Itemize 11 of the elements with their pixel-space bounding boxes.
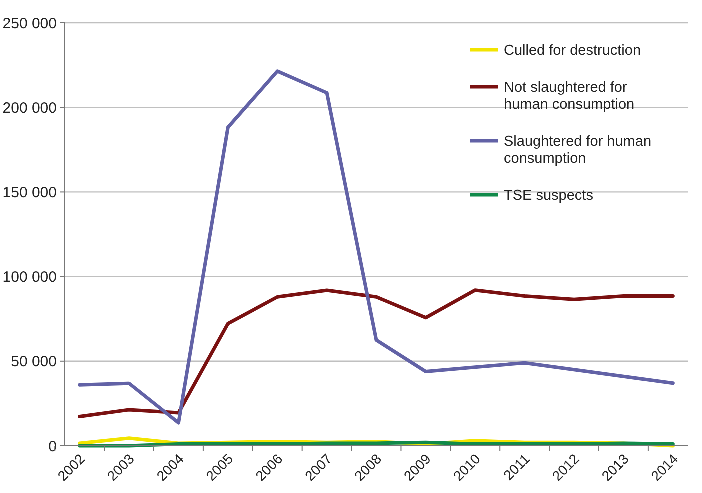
y-tick-label: 50 000	[11, 354, 57, 371]
y-tick-label: 250 000	[2, 15, 57, 32]
legend-label: TSE suspects	[504, 188, 594, 204]
y-tick-label: 150 000	[2, 184, 57, 202]
y-tick-label: 100 000	[2, 269, 57, 286]
line-series	[78, 288, 675, 418]
legend-label: Culled for destruction	[504, 43, 642, 60]
legend-label: Slaughtered for human consumption	[504, 134, 652, 168]
y-tick-label: 200 000	[2, 100, 57, 117]
line-series	[78, 70, 675, 425]
legend-label: Not slaughtered for human consumption	[504, 80, 635, 114]
